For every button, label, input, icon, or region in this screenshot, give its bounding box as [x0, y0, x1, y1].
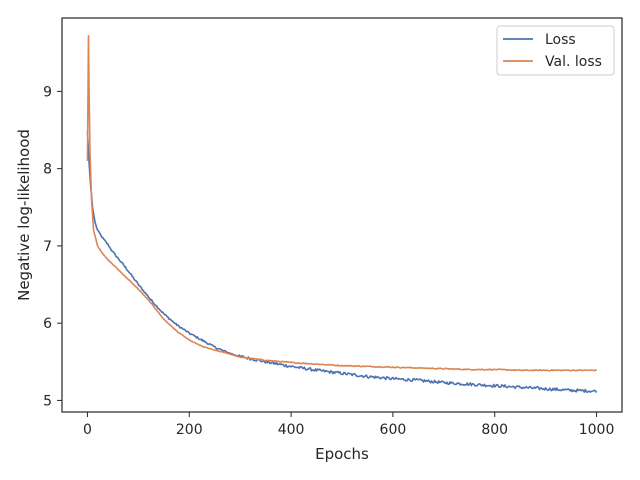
y-tick-label: 9 — [43, 84, 52, 100]
x-tick-label: 400 — [278, 422, 305, 438]
axis-ticks: 0 200 400 600 800 1000 5 6 7 8 9 — [43, 84, 614, 438]
legend-label: Val. loss — [545, 54, 602, 70]
legend: Loss Val. loss — [496, 25, 615, 76]
y-tick-label: 5 — [43, 393, 52, 409]
x-tick-label: 600 — [380, 422, 407, 438]
x-tick-label: 1000 — [579, 422, 615, 438]
x-tick-label: 0 — [83, 422, 92, 438]
x-axis-label: Epochs — [315, 445, 369, 463]
y-tick-label: 7 — [43, 239, 52, 255]
x-tick-label: 200 — [176, 422, 203, 438]
x-tick-label: 800 — [481, 422, 508, 438]
plot-frame — [61, 17, 623, 413]
series-line-1 — [86, 34, 597, 372]
y-tick-label: 6 — [43, 316, 52, 332]
legend-label: Loss — [545, 32, 576, 48]
y-tick-label: 8 — [43, 162, 52, 178]
plot-lines — [86, 34, 598, 394]
series-line-0 — [86, 131, 598, 394]
y-axis-label: Negative log-likelihood — [15, 129, 33, 301]
